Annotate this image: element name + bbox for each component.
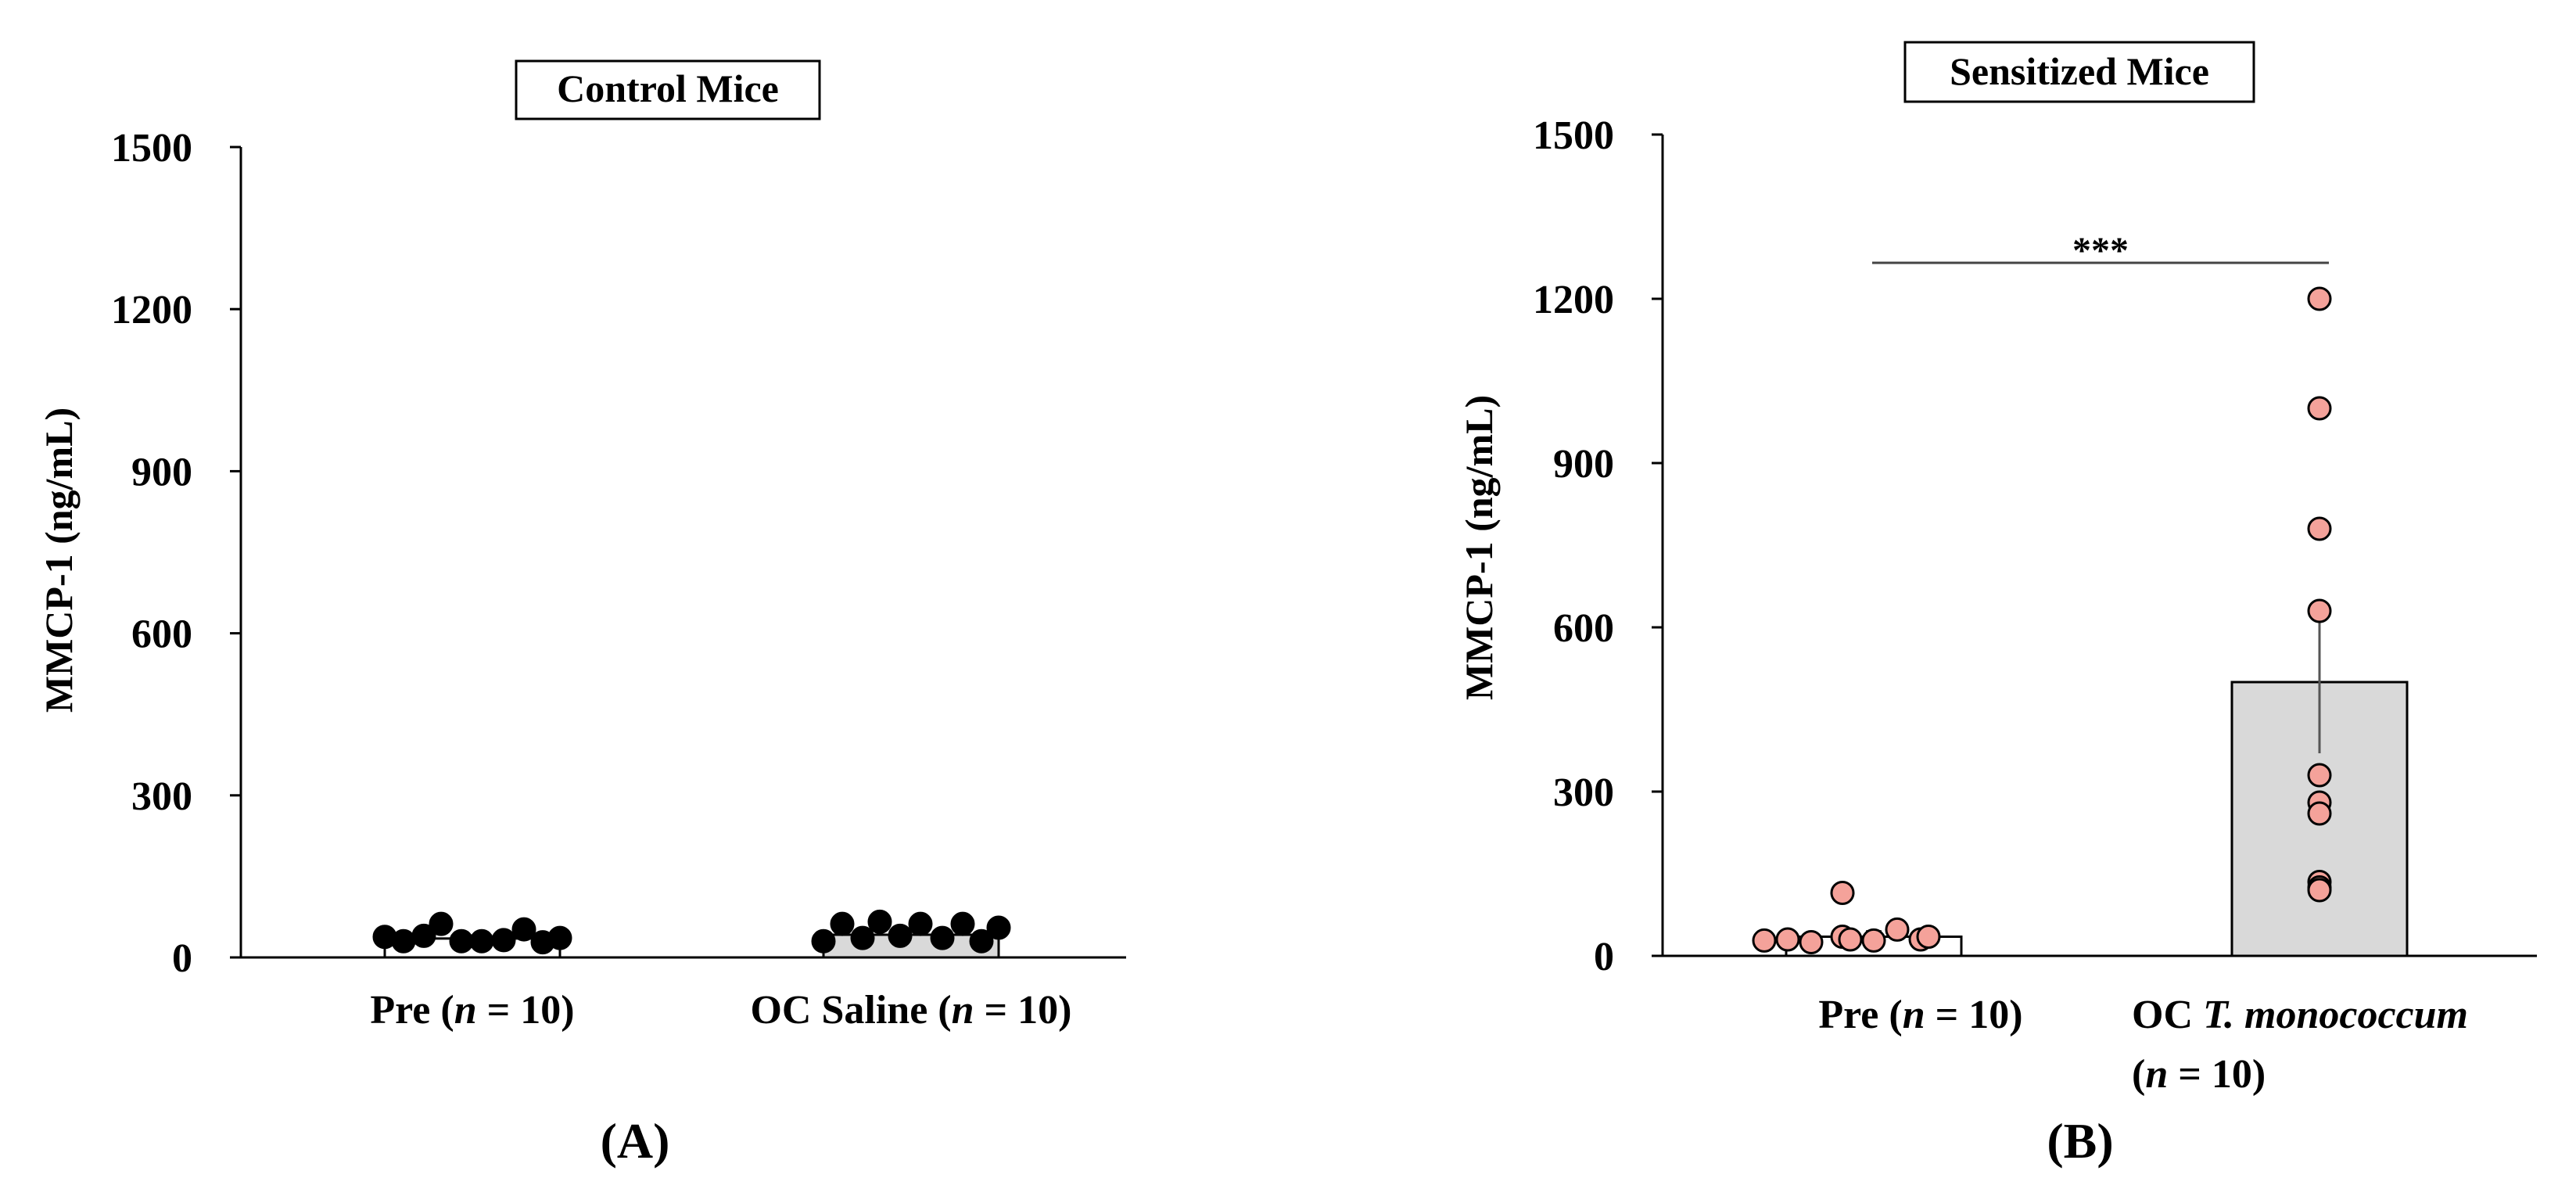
data-point — [491, 928, 516, 953]
data-point — [1861, 928, 1886, 953]
data-point — [908, 911, 933, 936]
data-point — [1838, 927, 1863, 952]
panel-b-points — [1752, 286, 2332, 954]
data-point — [1752, 928, 1777, 953]
y-tick-label: 1500 — [1533, 113, 1614, 158]
data-point — [2307, 801, 2332, 826]
data-point — [449, 928, 474, 954]
data-point — [429, 911, 454, 936]
data-point — [930, 925, 955, 950]
data-point — [547, 925, 572, 950]
data-point — [391, 928, 416, 954]
data-point — [1916, 925, 1941, 949]
data-point — [1775, 927, 1800, 952]
panel-a-points — [372, 909, 1011, 955]
data-point — [830, 911, 855, 936]
data-point — [2307, 598, 2332, 623]
y-tick-label: 600 — [131, 612, 192, 657]
panel-b-title: Sensitized Mice — [1950, 49, 2209, 93]
panel-b-sensitized-mice: Sensitized Mice MMCP-1 (ng/mL) 0 300 600 90… — [1457, 41, 2537, 1169]
panel-b-caption: (B) — [2047, 1113, 2113, 1169]
panel-a-control-mice: Control Mice MMCP-1 (ng/mL) 0 300 600 900 12… — [37, 59, 1126, 1169]
data-point — [867, 909, 892, 934]
data-point — [811, 928, 836, 954]
data-point — [986, 915, 1011, 940]
data-point — [850, 925, 875, 950]
data-point — [411, 923, 436, 948]
data-point — [1885, 917, 1910, 942]
panel-b-significance-stars: *** — [2072, 230, 2129, 271]
y-tick-label: 300 — [131, 774, 192, 819]
y-tick-label: 0 — [1594, 935, 1614, 979]
data-point — [2307, 878, 2332, 903]
panel-b-category-label-oc-t-monococcum-line1: OC T. monococcum — [2132, 993, 2468, 1037]
y-tick-label: 900 — [1553, 442, 1614, 487]
panel-b-y-axis-label: MMCP-1 (ng/mL) — [1457, 395, 1501, 700]
y-tick-label: 1500 — [111, 126, 192, 171]
data-point — [1799, 930, 1824, 954]
y-tick-label: 1200 — [1533, 278, 1614, 322]
data-point — [2307, 286, 2332, 311]
y-tick-label: 600 — [1553, 606, 1614, 651]
data-point — [969, 928, 994, 954]
data-point — [1830, 881, 1855, 905]
y-tick-label: 300 — [1553, 770, 1614, 815]
data-point — [2307, 396, 2332, 421]
panel-b-title-box — [1903, 41, 2255, 103]
data-point — [2307, 763, 2332, 788]
data-point — [511, 917, 536, 942]
data-point — [888, 923, 913, 948]
panel-a-title: Control Mice — [557, 66, 779, 110]
panel-b-y-ticks: 0 300 600 900 1200 1500 — [1533, 113, 1663, 979]
data-point — [2307, 516, 2332, 541]
y-tick-label: 1200 — [111, 288, 192, 332]
panel-b-category-label-oc-t-monococcum-line2: (n = 10) — [2132, 1052, 2266, 1097]
panel-a-title-box — [515, 59, 821, 120]
panel-a-y-axis-label: MMCP-1 (ng/mL) — [37, 408, 81, 713]
y-tick-label: 900 — [131, 450, 192, 494]
y-tick-label: 0 — [172, 936, 192, 981]
data-point — [950, 911, 975, 936]
panel-a-category-label-pre: Pre (n = 10) — [370, 988, 574, 1033]
data-point — [469, 928, 494, 954]
panel-a-y-ticks: 0 300 600 900 1200 1500 — [111, 126, 241, 981]
panel-a-category-label-oc-saline: OC Saline (n = 10) — [750, 988, 1071, 1033]
panel-a-caption: (A) — [601, 1113, 670, 1169]
panel-b-category-label-pre: Pre (n = 10) — [1818, 993, 2022, 1037]
